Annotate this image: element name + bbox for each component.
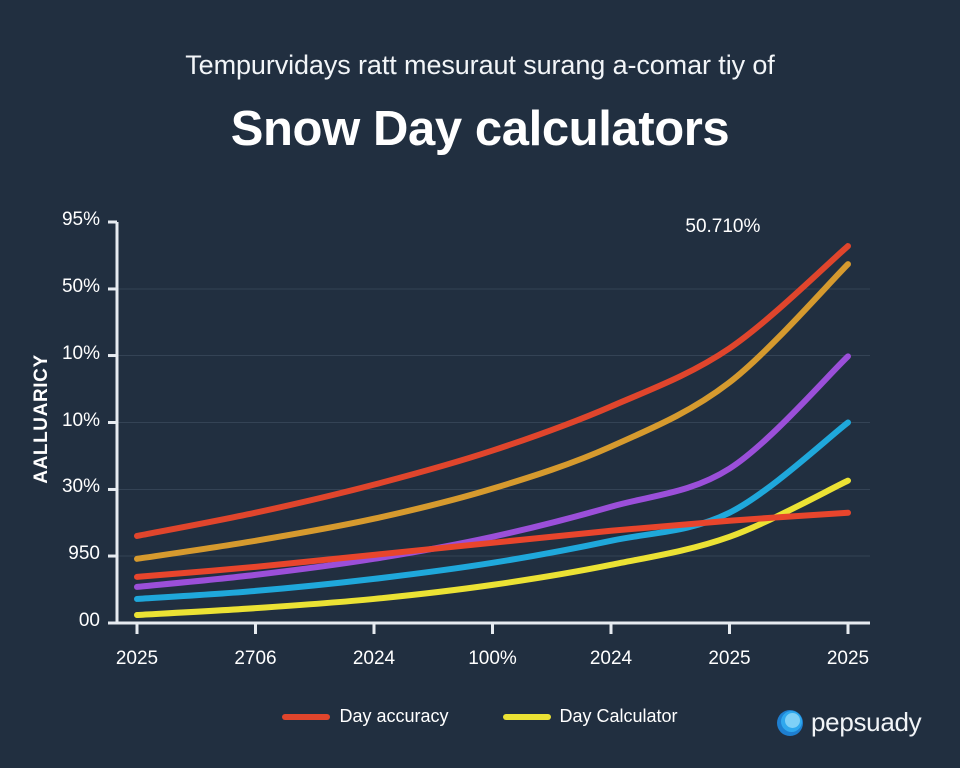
y-tick-text: 00: [78, 610, 100, 631]
watermark-text: pepsuady: [811, 707, 922, 737]
watermark: pepsuady: [775, 707, 922, 738]
legend-color-swatch: [282, 713, 331, 720]
y-tick-text: 95%: [61, 209, 100, 230]
y-tick-text: 10%: [61, 342, 100, 364]
legend-item[interactable]: Day accuracy: [282, 706, 449, 727]
y-tick-text: 10%: [61, 409, 100, 431]
chart-legend: Day accuracy Day Calculator: [0, 706, 960, 727]
y-tick-text: 50%: [61, 275, 100, 297]
x-tick-label: 2025: [115, 648, 159, 669]
legend-label: Day accuracy: [339, 706, 449, 726]
circle-logo-icon: [777, 709, 803, 736]
x-tick-label: 2025: [826, 648, 870, 669]
x-tick-label: 2024: [589, 648, 633, 669]
data-point-annotation: 50.710%: [685, 216, 761, 238]
legend-label: Day Calculator: [559, 706, 678, 726]
y-tick-text: 950: [68, 543, 100, 565]
legend-color-swatch: [502, 713, 551, 720]
x-tick-label: 2025: [708, 648, 751, 669]
legend-item[interactable]: Day Calculator: [502, 706, 678, 727]
x-tick-label: 2024: [352, 648, 396, 669]
y-tick-text: 30%: [61, 476, 100, 498]
x-tick-label: 2706: [234, 648, 277, 669]
x-tick-label: 100%: [468, 648, 517, 669]
